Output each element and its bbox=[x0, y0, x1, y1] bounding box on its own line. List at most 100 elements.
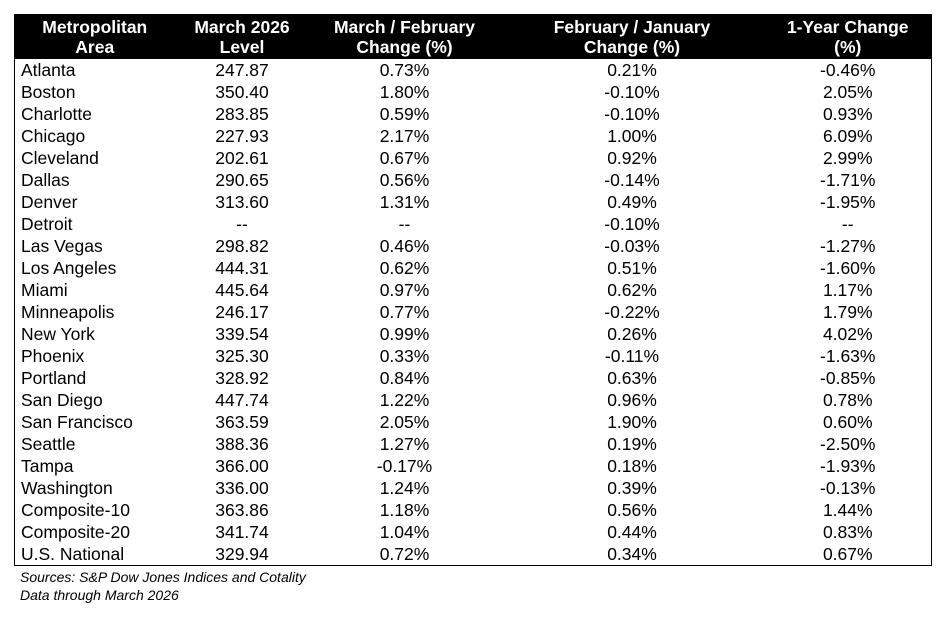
area-cell: Portland bbox=[21, 368, 87, 388]
prior-month-change-cell: -0.11% bbox=[604, 346, 660, 366]
prior-month-change-cell: 0.26% bbox=[607, 324, 657, 344]
level-cell: 313.60 bbox=[215, 192, 269, 212]
header-line: Metropolitan bbox=[42, 17, 148, 37]
month-change-cell: 0.59% bbox=[379, 104, 430, 124]
table-row: San Francisco 363.59 2.05% 1.90% 0.60% bbox=[15, 411, 932, 433]
level-cell: 366.00 bbox=[215, 456, 269, 476]
area-cell: Cleveland bbox=[21, 148, 99, 168]
level-cell: 336.00 bbox=[215, 478, 269, 498]
area-cell: Las Vegas bbox=[21, 236, 103, 256]
table-row: Atlanta 247.87 0.73% 0.21% -0.46% bbox=[15, 59, 932, 81]
area-cell: Miami bbox=[21, 280, 68, 300]
table-row: Cleveland 202.61 0.67% 0.92% 2.99% bbox=[15, 147, 932, 169]
header-year-change: 1-Year Change (%) bbox=[764, 14, 932, 59]
prior-month-change-cell: 0.18% bbox=[607, 456, 657, 476]
table-row: Los Angeles 444.31 0.62% 0.51% -1.60% bbox=[15, 257, 932, 279]
level-cell: 341.74 bbox=[215, 522, 269, 542]
month-change-cell: 0.72% bbox=[379, 544, 430, 564]
year-change-cell: -2.50% bbox=[820, 434, 876, 454]
area-cell: Detroit bbox=[21, 214, 73, 234]
table-row: Detroit -- -- -0.10% -- bbox=[15, 213, 932, 235]
month-change-cell: 1.27% bbox=[379, 434, 430, 454]
header-metropolitan-area: Metropolitan Area bbox=[14, 14, 175, 59]
area-cell: Los Angeles bbox=[21, 258, 117, 278]
year-change-cell: 0.67% bbox=[822, 544, 873, 564]
year-change-cell: 0.78% bbox=[822, 390, 873, 410]
area-cell: Composite-20 bbox=[21, 522, 130, 542]
level-cell: 246.17 bbox=[215, 302, 269, 322]
prior-month-change-cell: 0.39% bbox=[607, 478, 657, 498]
data-table-container: Metropolitan Area March 2026 Level March / F… bbox=[14, 14, 932, 566]
area-cell: San Diego bbox=[21, 390, 103, 410]
table-row: Denver 313.60 1.31% 0.49% -1.95% bbox=[15, 191, 932, 213]
prior-month-change-cell: -0.22% bbox=[604, 302, 660, 322]
level-cell: 298.82 bbox=[215, 236, 269, 256]
level-cell: 325.30 bbox=[215, 346, 269, 366]
prior-month-change-cell: 0.34% bbox=[607, 544, 657, 564]
year-change-cell: 1.44% bbox=[822, 500, 873, 520]
area-cell: Seattle bbox=[21, 434, 76, 454]
year-change-cell: 1.79% bbox=[822, 302, 873, 322]
month-change-cell: 0.56% bbox=[379, 170, 430, 190]
area-cell: Boston bbox=[21, 82, 76, 102]
year-change-cell: -1.63% bbox=[820, 346, 876, 366]
prior-month-change-cell: 0.63% bbox=[607, 368, 657, 388]
table-row: Washington 336.00 1.24% 0.39% -0.13% bbox=[15, 477, 932, 499]
month-change-cell: -- bbox=[398, 214, 411, 234]
header-prior-month-change: February / January Change (%) bbox=[499, 14, 765, 59]
area-cell: San Francisco bbox=[21, 412, 133, 432]
prior-month-change-cell: 0.19% bbox=[607, 434, 657, 454]
header-row: Metropolitan Area March 2026 Level March / F… bbox=[14, 14, 932, 59]
table-header: Metropolitan Area March 2026 Level March / F… bbox=[14, 14, 932, 59]
level-cell: 350.40 bbox=[215, 82, 269, 102]
table-row: Tampa 366.00 -0.17% 0.18% -1.93% bbox=[15, 455, 932, 477]
header-line: March 2026 bbox=[194, 17, 290, 37]
year-change-cell: -0.13% bbox=[820, 478, 876, 498]
table-row: New York 339.54 0.99% 0.26% 4.02% bbox=[15, 323, 932, 345]
level-cell: 363.59 bbox=[215, 412, 269, 432]
header-level: March 2026 Level bbox=[174, 14, 310, 59]
prior-month-change-cell: 0.56% bbox=[607, 500, 657, 520]
level-cell: 328.92 bbox=[215, 368, 269, 388]
table-row: Charlotte 283.85 0.59% -0.10% 0.93% bbox=[15, 103, 932, 125]
year-change-cell: 6.09% bbox=[822, 126, 873, 146]
month-change-cell: 1.04% bbox=[379, 522, 430, 542]
year-change-cell: -1.60% bbox=[820, 258, 876, 278]
prior-month-change-cell: 0.62% bbox=[607, 280, 657, 300]
area-cell: Tampa bbox=[21, 456, 74, 476]
footnote: Sources: S&P Dow Jones Indices and Cotal… bbox=[20, 568, 306, 604]
level-cell: 329.94 bbox=[215, 544, 269, 564]
level-cell: 388.36 bbox=[215, 434, 269, 454]
month-change-cell: 1.80% bbox=[379, 82, 430, 102]
level-cell: 444.31 bbox=[215, 258, 269, 278]
table-row: Phoenix 325.30 0.33% -0.11% -1.63% bbox=[15, 345, 932, 367]
month-change-cell: 0.77% bbox=[379, 302, 430, 322]
month-change-cell: 0.97% bbox=[379, 280, 430, 300]
header-line: Change (%) bbox=[356, 37, 453, 57]
area-cell: Minneapolis bbox=[21, 302, 115, 322]
area-cell: U.S. National bbox=[21, 544, 125, 564]
year-change-cell: 0.60% bbox=[822, 412, 873, 432]
table-row: Composite-10 363.86 1.18% 0.56% 1.44% bbox=[15, 499, 932, 521]
level-cell: 363.86 bbox=[215, 500, 269, 520]
table-row: Portland 328.92 0.84% 0.63% -0.85% bbox=[15, 367, 932, 389]
area-cell: Washington bbox=[21, 478, 113, 498]
area-cell: Charlotte bbox=[21, 104, 93, 124]
level-cell: 445.64 bbox=[215, 280, 269, 300]
month-change-cell: 0.62% bbox=[379, 258, 430, 278]
level-cell: 447.74 bbox=[215, 390, 269, 410]
level-cell: 227.93 bbox=[215, 126, 269, 146]
prior-month-change-cell: 0.92% bbox=[607, 148, 657, 168]
year-change-cell: 2.99% bbox=[822, 148, 873, 168]
prior-month-change-cell: 0.51% bbox=[607, 258, 657, 278]
year-change-cell: 2.05% bbox=[822, 82, 873, 102]
level-cell: -- bbox=[236, 214, 248, 234]
sources-note: Sources: S&P Dow Jones Indices and Cotal… bbox=[20, 569, 306, 585]
year-change-cell: -1.27% bbox=[820, 236, 876, 256]
year-change-cell: -0.85% bbox=[820, 368, 876, 388]
month-change-cell: 1.18% bbox=[379, 500, 430, 520]
data-through-note: Data through March 2026 bbox=[20, 587, 179, 603]
year-change-cell: -- bbox=[841, 214, 854, 234]
month-change-cell: 2.05% bbox=[379, 412, 430, 432]
month-change-cell: 0.67% bbox=[379, 148, 430, 168]
